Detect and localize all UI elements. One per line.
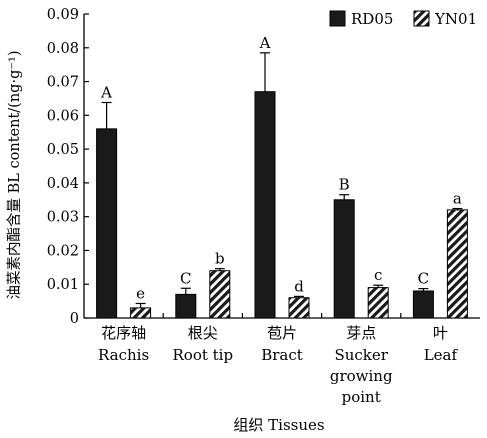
bar-rd05 bbox=[412, 290, 434, 319]
category-label-zh: 根尖 bbox=[188, 324, 218, 342]
legend-swatch-rd05 bbox=[329, 10, 346, 27]
y-tick-label: 0.07 bbox=[47, 75, 79, 91]
bar-yn01 bbox=[130, 307, 152, 319]
significance-letter: B bbox=[339, 176, 350, 194]
category-label-en: growing bbox=[330, 367, 393, 385]
bar-yn01 bbox=[209, 270, 231, 319]
category-label-en: Rachis bbox=[98, 346, 149, 364]
significance-letter: c bbox=[374, 266, 382, 284]
error-bars bbox=[101, 52, 463, 308]
bar-rd05 bbox=[254, 91, 276, 319]
category-label-zh: 叶 bbox=[433, 324, 448, 342]
significance-letter: a bbox=[453, 190, 462, 208]
category-label-en: Sucker bbox=[334, 346, 388, 364]
y-tick-label: 0.02 bbox=[47, 243, 79, 259]
y-tick-label: 0.04 bbox=[47, 176, 79, 192]
category-label-zh: 苞片 bbox=[267, 324, 297, 342]
y-tick-label: 0.08 bbox=[47, 41, 79, 57]
category-label-zh: 芽点 bbox=[346, 324, 376, 342]
bar-yn01 bbox=[446, 209, 468, 319]
y-tick-label: 0.06 bbox=[47, 108, 79, 124]
y-tick-label: 0.01 bbox=[47, 277, 79, 293]
significance-letter: C bbox=[180, 269, 191, 287]
legend: RD05 YN01 bbox=[329, 10, 477, 28]
bar-yn01 bbox=[288, 297, 310, 319]
category-label-zh: 花序轴 bbox=[101, 324, 146, 342]
bar-rd05 bbox=[175, 293, 197, 319]
y-tick-label: 0 bbox=[70, 311, 79, 327]
y-tick-label: 0.03 bbox=[47, 210, 79, 226]
y-tick-label: 0.09 bbox=[47, 7, 79, 23]
x-axis-title: 组织 Tissues bbox=[233, 416, 324, 434]
category-label-en: point bbox=[342, 388, 381, 406]
significance-letter: e bbox=[136, 284, 145, 302]
y-tick-label: 0.05 bbox=[47, 142, 79, 158]
category-labels: 花序轴 Rachis 根尖 Root tip 苞片 Bract 芽点 Sucker growin… bbox=[98, 324, 458, 406]
significance-letter: b bbox=[215, 250, 225, 268]
significance-letter: A bbox=[259, 34, 271, 52]
significance-labels: Ae Cb Ad Bc Ca bbox=[100, 34, 462, 303]
category-label-en: Leaf bbox=[424, 346, 459, 364]
bar-rd05 bbox=[333, 199, 355, 319]
y-axis-title: 油菜素内酯含量 BL content/(ng·g⁻¹) bbox=[6, 51, 23, 300]
legend-swatch-yn01 bbox=[413, 10, 430, 27]
x-ticks bbox=[162, 313, 402, 318]
y-ticks: 0 0.01 0.02 0.03 0.04 0.05 0.06 0.07 0.08 0.09 bbox=[47, 7, 89, 327]
category-label-en: Root tip bbox=[173, 346, 234, 364]
bars bbox=[96, 91, 468, 319]
significance-letter: C bbox=[418, 270, 429, 288]
significance-letter: d bbox=[294, 277, 304, 295]
bar-rd05 bbox=[96, 128, 118, 319]
legend-label-rd05: RD05 bbox=[351, 10, 393, 28]
bar-yn01 bbox=[367, 287, 389, 319]
category-label-en: Bract bbox=[261, 346, 303, 364]
legend-label-yn01: YN01 bbox=[434, 10, 477, 28]
significance-letter: A bbox=[100, 83, 112, 101]
